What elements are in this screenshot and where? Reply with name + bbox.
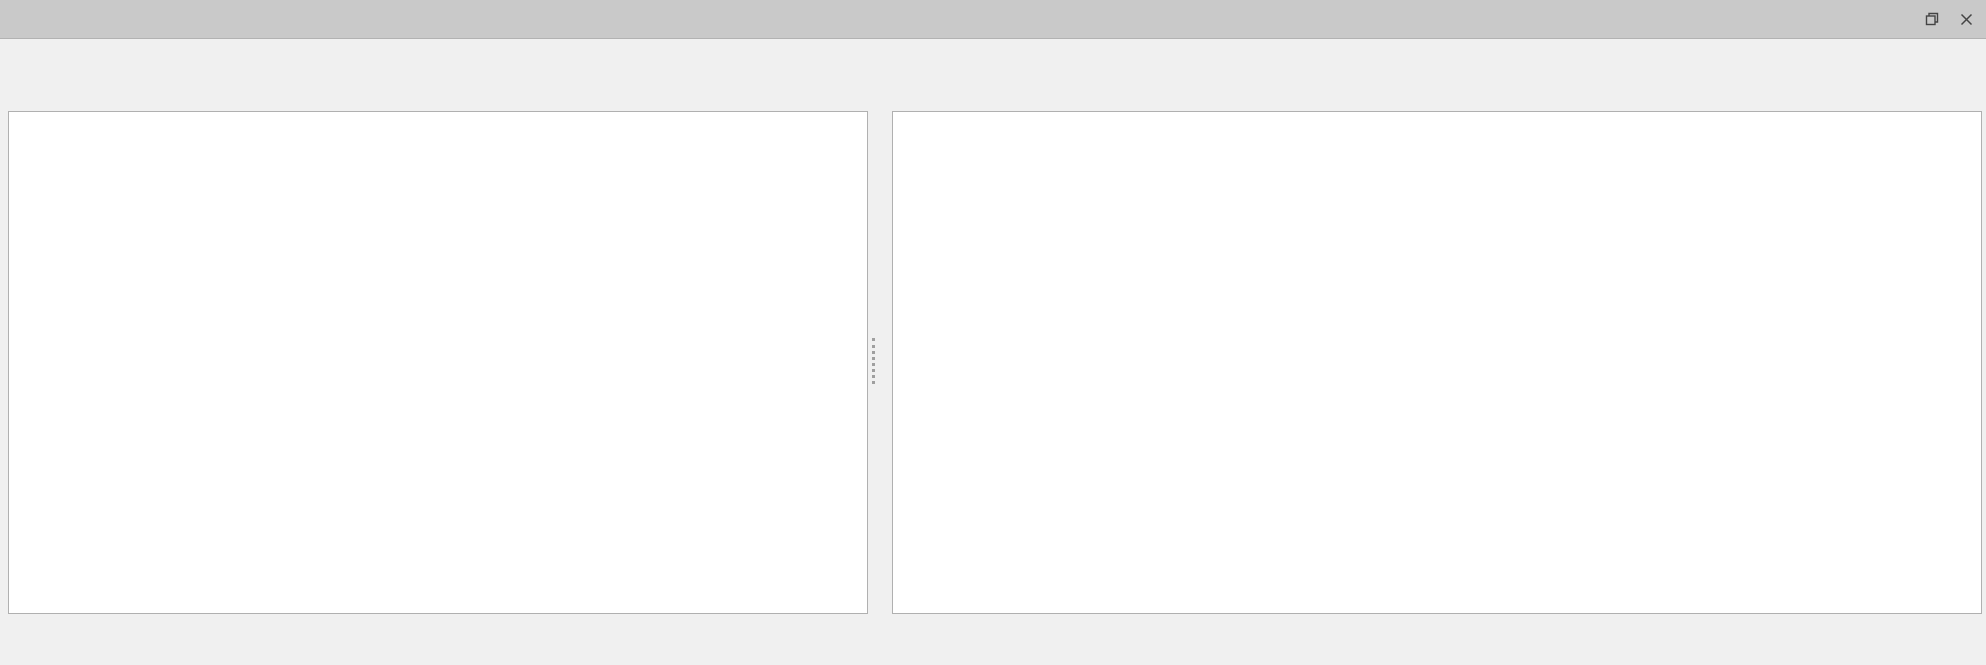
title-bar[interactable] xyxy=(0,0,1986,39)
float-window-button[interactable] xyxy=(1922,9,1942,29)
window-controls xyxy=(1922,0,1976,38)
panel-splitter-handle[interactable] xyxy=(872,338,875,384)
status-bar xyxy=(0,620,1986,665)
fan-view-panel xyxy=(8,111,868,614)
echogram-panel xyxy=(892,111,1982,614)
close-icon xyxy=(1960,13,1972,25)
close-window-button[interactable] xyxy=(1956,9,1976,29)
float-icon xyxy=(1925,12,1939,26)
